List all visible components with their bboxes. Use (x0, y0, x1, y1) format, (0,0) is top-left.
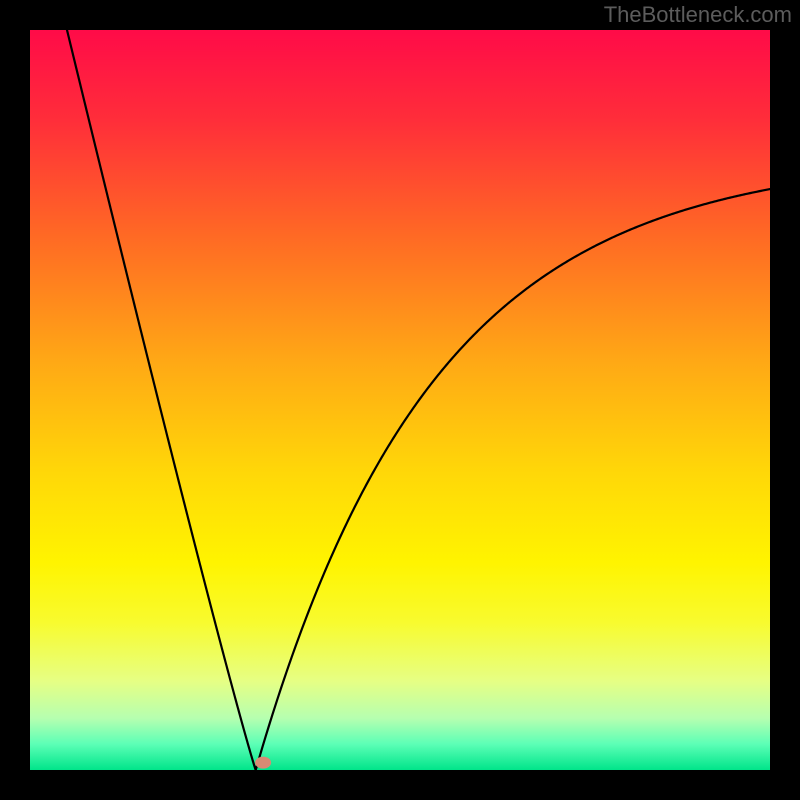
bottleneck-chart (0, 0, 800, 800)
vertex-marker (255, 757, 271, 769)
chart-stage: TheBottleneck.com (0, 0, 800, 800)
gradient-plot-area (30, 30, 770, 770)
